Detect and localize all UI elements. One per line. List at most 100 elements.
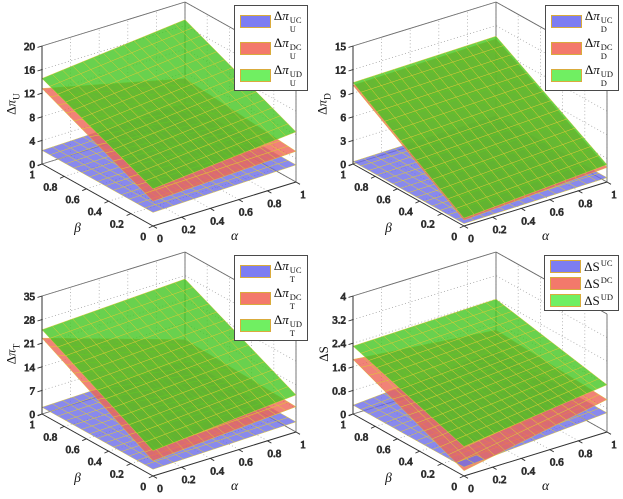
tick-label: 15 [335,41,347,53]
tick-label: 0 [30,159,36,171]
tick-label: 28 [24,315,36,327]
tick-label: 0.6 [377,444,391,456]
tick-label: 0.8 [268,198,282,210]
tick-label: 14 [24,362,36,374]
tick-label: 0 [468,483,474,495]
surface-plot-canvas: 00.20.40.60.8100.20.40.60.8100.81.62.43.… [332,251,617,495]
legend-label-ud: ΔSUD [584,292,613,308]
tick-label: 21 [24,338,35,350]
tick-label: α [231,478,239,493]
tick-label: 1 [300,439,306,451]
tick-label: 20 [24,41,36,53]
tick-label: 0.8 [354,431,368,443]
tick-label: 35 [24,291,36,303]
tick-label: 0.4 [88,456,102,468]
tick-label: 0.6 [239,457,253,469]
tick-label: α [542,228,550,243]
z-axis-label: ΔπD [314,93,334,115]
tick-label: 0.4 [521,465,535,477]
tick-label: 0.2 [182,224,196,236]
tick-label: α [231,228,239,243]
tick-label: 0.4 [399,206,413,218]
legend-label-uc: ΔSUC [584,258,613,274]
axis-name-labels: αβ [73,470,239,493]
tick-label: 0.2 [493,224,507,236]
tick-label: 0.2 [110,219,124,231]
tick-label: 0.8 [43,181,57,193]
tick-label: 4 [341,291,347,303]
tick-label: 0 [141,231,147,243]
legend-entry-ud: Δπ UD T [239,312,302,338]
legend: Δπ UC T Δπ DC T Δπ UD T [233,255,308,341]
z-axis-label: ΔπT [3,343,23,365]
axes [352,296,608,477]
tick-label: β [384,220,392,235]
tick-label: 0.2 [493,474,507,486]
tick-label: 0.4 [521,215,535,227]
tick-label: 0 [341,159,347,171]
tick-label: 1 [341,169,347,181]
tick-label: α [542,478,550,493]
legend-label-dc: ΔSDC [584,275,613,291]
tick-label: 1 [341,419,347,431]
legend-label-uc: Δπ UC T [273,258,302,284]
legend-label-dc: Δπ DC T [273,285,302,311]
legend-entry-dc: Δπ DC T [239,285,302,311]
legend-swatch-dc [239,41,271,55]
legend-swatch-dc [550,276,582,290]
axis-name-labels: αβ [73,220,239,243]
surfaces [41,278,297,470]
axis-name-labels: αβ [384,220,550,243]
tick-label: 0.8 [43,431,57,443]
tick-label: 1 [611,439,617,451]
surfaces [352,298,608,471]
legend-entry-dc: ΔSDC [550,276,613,290]
tick-label: 0.6 [239,207,253,219]
z-axis-label: ΔπU [3,93,23,115]
legend-label-ud: Δπ UD U [273,62,302,88]
tick-label: 0.8 [332,385,346,397]
axes [41,46,297,227]
tick-label: 16 [24,65,36,77]
tick-label: 12 [24,88,35,100]
surfaces [41,19,297,213]
tick-label: 0 [141,481,147,493]
legend-swatch-uc [239,264,271,278]
legend-swatch-uc [550,259,582,273]
legend-swatch-dc [550,41,582,55]
tick-label: 1 [30,169,36,181]
legend-label-ud: Δπ UD T [273,312,302,338]
tick-label: 3 [341,135,347,147]
tick-label: 0.6 [66,444,80,456]
tick-label: 8 [30,112,36,124]
tick-label: 0.6 [550,207,564,219]
subplot-delta-pi-U: 0 0.2 0.4 0.6 0.8 1 0 0.2 0.4 0.6 0.8 1 0 4 8 12 16 20 α β … [0,0,312,250]
legend-swatch-ud [239,68,271,82]
tick-label: 0.2 [421,469,435,481]
tick-label: 2.4 [332,338,346,350]
legend-entry-dc: Δπ DC U [239,36,302,60]
tick-label: β [73,470,81,485]
legend: ΔSUC ΔSDC ΔSUD [544,255,619,311]
axis-name-labels: αβ [384,470,550,493]
legend-label-uc: Δπ UC U [273,8,302,34]
tick-label: 0 [157,483,163,495]
legend-entry-uc: Δπ UC T [239,258,302,284]
legend-swatch-dc [239,291,271,305]
legend: Δπ UC U Δπ DC U Δπ UD U [233,5,308,91]
z-axis-label: ΔS [316,346,331,362]
tick-label: 0.4 [399,456,413,468]
tick-label: 3.2 [332,315,346,327]
tick-label: 4 [30,135,36,147]
legend-label-ud: Δπ UD D [584,62,613,88]
legend-entry-dc: Δπ DC D [550,36,613,60]
tick-label: 0.4 [210,465,224,477]
legend: Δπ UC D Δπ DC D Δπ UD D [544,5,619,91]
axes [41,296,297,477]
tick-label: 0.4 [210,215,224,227]
tick-label: 12 [335,65,346,77]
